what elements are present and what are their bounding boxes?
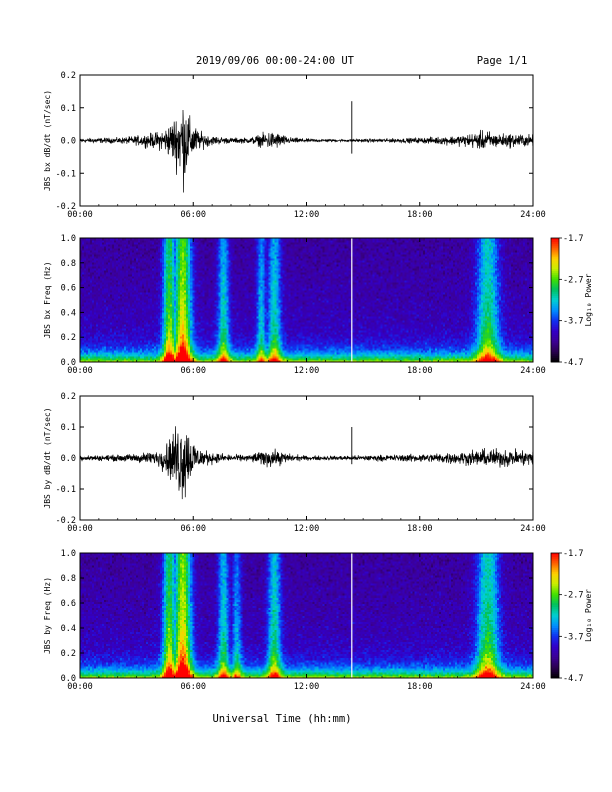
y-tick-label: -0.2 — [56, 202, 76, 212]
y-tick-label: -0.1 — [56, 169, 76, 179]
x-tick-label: 06:00 — [180, 210, 206, 220]
spectrogram-cells — [80, 238, 533, 362]
date-range-title: 2019/09/06 00:00-24:00 UT — [196, 55, 355, 67]
y-axis-label: JBS bx dB/dt (nT/sec) — [43, 90, 52, 191]
dbdt-trace — [80, 110, 533, 192]
page-indicator: Page 1/1 — [477, 55, 528, 67]
x-tick-label: 18:00 — [407, 210, 433, 220]
panel-1: 00:00 06:00 12:00 18:00 24:000.20.10.0-0.1-0… — [43, 71, 546, 220]
y-tick-label: 0.1 — [61, 104, 76, 114]
x-tick-label: 24:00 — [520, 210, 546, 220]
y-tick-label: 0.0 — [61, 137, 76, 147]
y-tick-label: 0.2 — [61, 71, 76, 81]
x-tick-label: 12:00 — [294, 210, 320, 220]
